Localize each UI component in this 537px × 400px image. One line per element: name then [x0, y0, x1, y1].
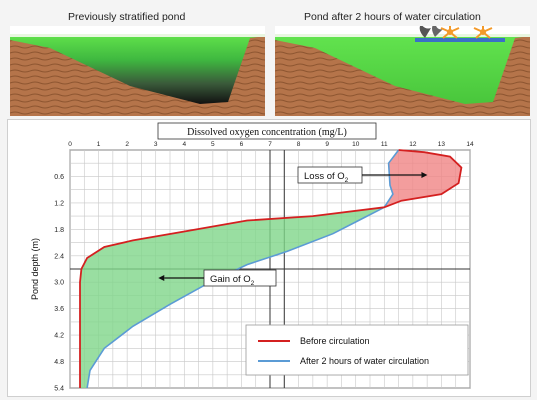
x-tick-label: 14 — [466, 141, 474, 148]
y-tick-label: 3.6 — [54, 306, 64, 313]
x-tick-label: 6 — [240, 141, 244, 148]
y-tick-label: 0.6 — [54, 174, 64, 181]
y-tick-label: 1.2 — [54, 200, 64, 207]
x-tick-label: 2 — [125, 141, 129, 148]
loss-arrowhead — [421, 172, 428, 178]
x-tick-label: 11 — [381, 141, 388, 148]
chart-title: Dissolved oxygen concentration (mg/L) — [187, 127, 347, 138]
oxygen-gain-area — [80, 207, 385, 388]
series-line-after-circulation — [86, 149, 400, 389]
loss-annotation-label: Loss of O2 — [304, 171, 349, 184]
gain-annotation-subscript: 2 — [251, 280, 255, 287]
y-axis-label: Pond depth (m) — [30, 238, 40, 300]
x-tick-label: 4 — [182, 141, 186, 148]
x-tick-label: 7 — [268, 141, 272, 148]
x-tick-label: 12 — [409, 141, 417, 148]
loss-annotation-subscript: 2 — [345, 177, 349, 184]
x-tick-label: 8 — [297, 141, 301, 148]
left-panel-title: Previously stratified pond — [68, 11, 186, 23]
x-tick-label: 5 — [211, 141, 215, 148]
y-tick-label: 4.8 — [54, 359, 64, 366]
oxygen-profile-chart: 0 1 2 3 4 5 6 7 8 9 10 11 12 13 140.61.21.82.43.03.64.… — [30, 122, 474, 393]
series-line-before-circulation — [79, 149, 463, 388]
x-tick-label: 3 — [154, 141, 158, 148]
chart-title-box — [157, 122, 377, 140]
right-panel-title: Pond after 2 hours of water circulation — [304, 11, 481, 23]
gain-annotation-label: Gain of O2 — [210, 274, 255, 287]
stratified-water — [10, 36, 265, 104]
oxygen-chart-frame: 0 1 2 3 4 5 6 7 8 9 10 11 12 13 14 0.6 1.2 1.8 2.4 3.0 3.6 4.… — [7, 119, 531, 397]
y-tick-label: 5.4 — [54, 386, 64, 393]
circulated-water — [275, 36, 530, 104]
aerator-icon — [415, 26, 505, 42]
x-tick-label: 13 — [438, 141, 446, 148]
y-tick-label: 3.0 — [54, 280, 64, 287]
legend-label: After 2 hours of water circulation — [300, 356, 429, 366]
y-tick-label: 2.4 — [54, 253, 64, 260]
x-tick-label: 0 — [68, 141, 72, 148]
chart-legend: Before circulation After 2 hours of water… — [245, 324, 469, 376]
legend-box — [245, 324, 469, 376]
x-tick-label: 1 — [97, 141, 101, 148]
x-tick-label: 10 — [352, 141, 360, 148]
y-tick-label: 1.8 — [54, 227, 64, 234]
legend-label: Before circulation — [300, 336, 370, 346]
y-tick-label: 4.2 — [54, 333, 64, 340]
x-tick-label: 9 — [325, 141, 329, 148]
gain-arrowhead — [158, 275, 165, 281]
circulated-pond-illustration — [275, 26, 530, 116]
stratified-pond-illustration — [10, 26, 265, 116]
